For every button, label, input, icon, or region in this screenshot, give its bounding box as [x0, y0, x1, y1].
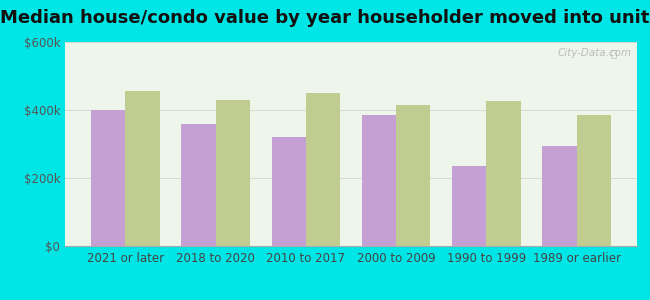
Bar — [216, 100, 250, 246]
Text: City-Data.com: City-Data.com — [557, 48, 631, 58]
Text: Median house/condo value by year householder moved into unit: Median house/condo value by year househo… — [0, 9, 650, 27]
Bar — [91, 110, 125, 246]
Text: ⓘ: ⓘ — [611, 48, 617, 58]
Bar — [181, 124, 216, 246]
Bar — [577, 115, 611, 246]
Bar — [452, 166, 486, 246]
Bar — [362, 115, 396, 246]
Bar — [306, 93, 340, 246]
Bar — [125, 91, 160, 246]
Bar — [486, 101, 521, 246]
Bar — [542, 146, 577, 246]
Bar — [396, 105, 430, 246]
Bar — [272, 137, 306, 246]
